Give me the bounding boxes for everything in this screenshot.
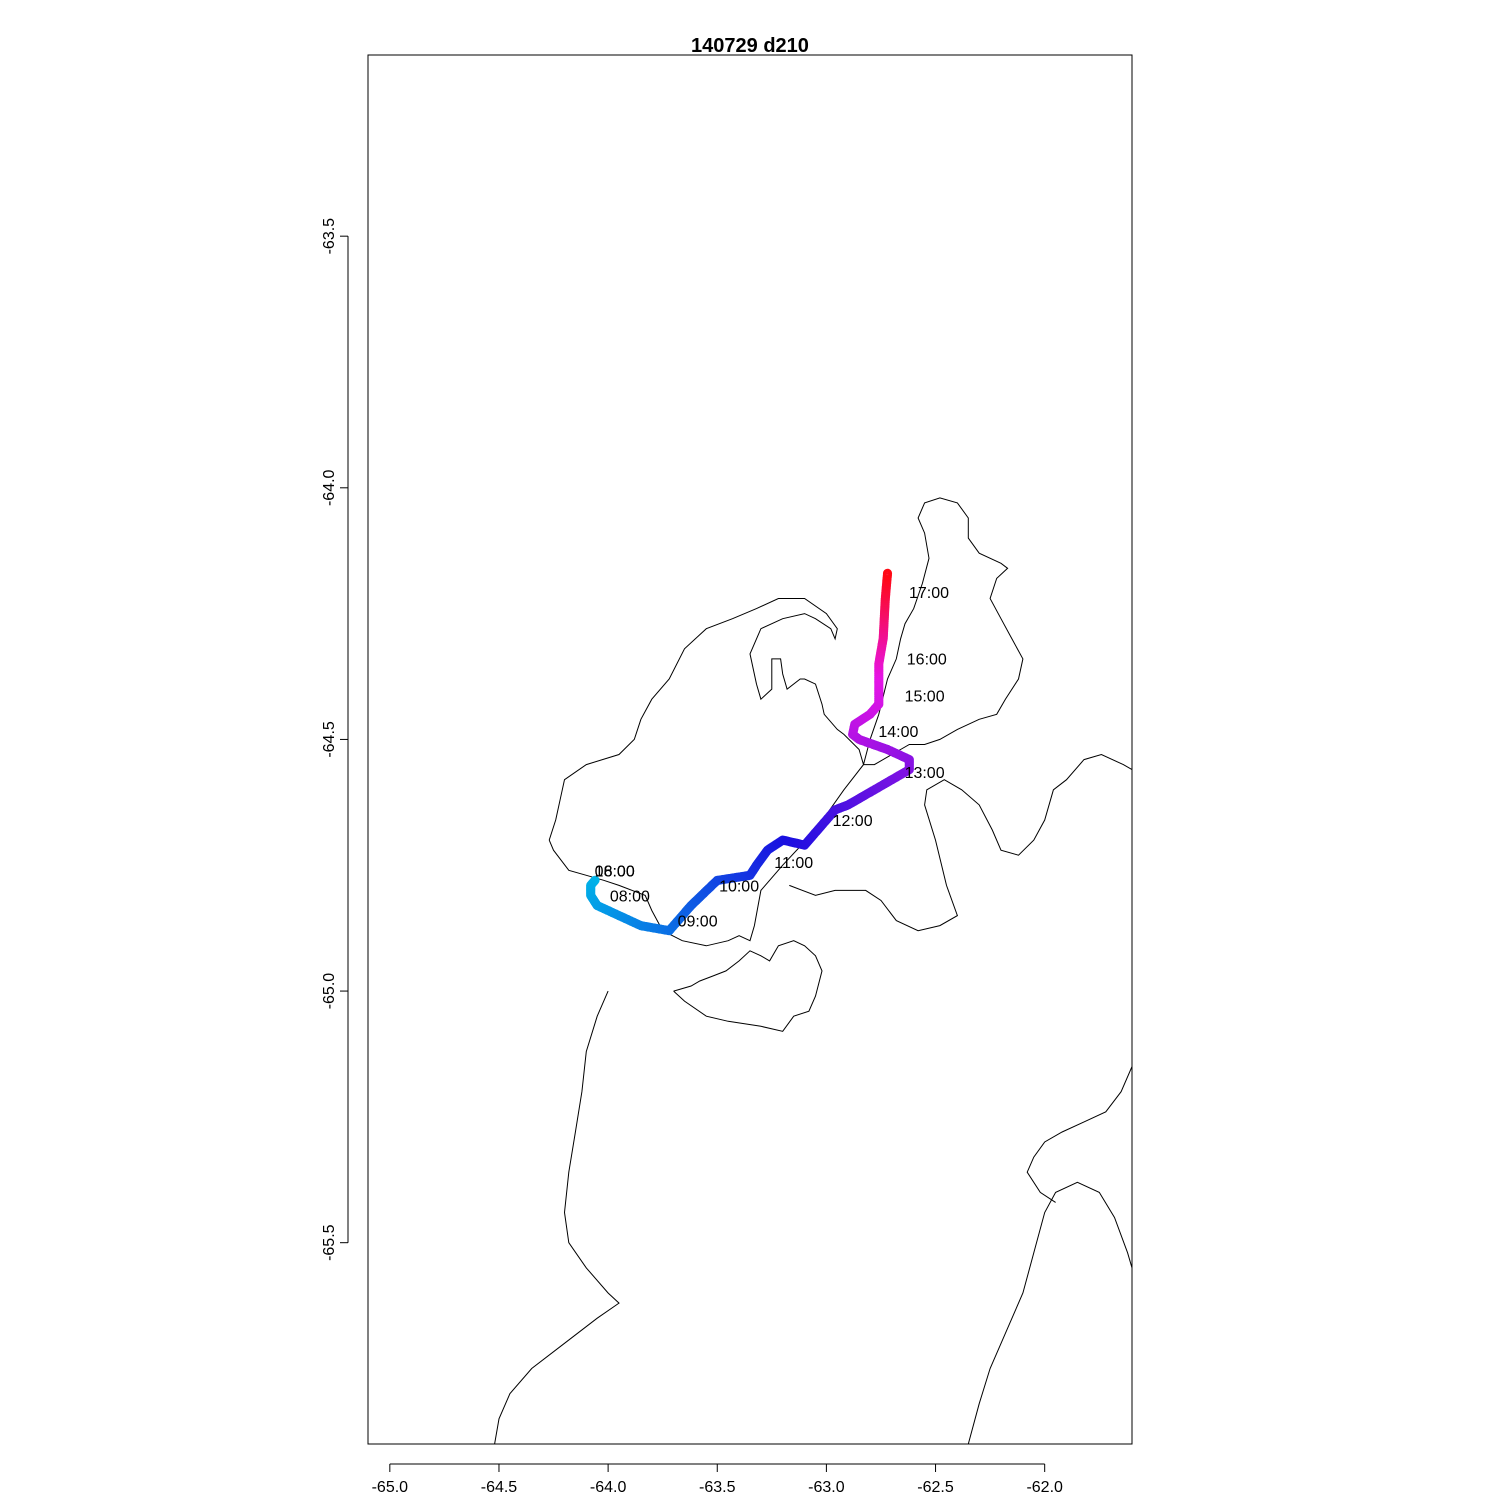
y-tick-label: -64.0: [321, 469, 338, 506]
coastline-5: [967, 1181, 1132, 1444]
coastline-0: [548, 598, 865, 947]
time-label: 16:00: [907, 651, 947, 668]
time-label: 17:00: [909, 585, 949, 602]
track-point: [882, 568, 893, 579]
coastline-4: [494, 990, 620, 1444]
time-label: 13:00: [905, 765, 945, 782]
x-tick-label: -65.0: [372, 1479, 409, 1496]
time-label: 12:00: [833, 813, 873, 830]
coastline-1: [863, 497, 1024, 766]
time-label: 06:00: [595, 863, 635, 880]
x-tick-label: -63.0: [808, 1479, 845, 1496]
y-tick-label: -64.5: [321, 721, 338, 758]
axes: -65.0 -64.5 -64.0 -63.5 -63.0 -62.5 -62.0 -63.5…: [321, 218, 1063, 1496]
x-tick-label: -63.5: [699, 1479, 736, 1496]
time-label: 10:00: [719, 878, 759, 895]
coastline-layer: [494, 497, 1132, 1444]
x-tick-label: -62.0: [1026, 1479, 1063, 1496]
x-tick-label: -62.5: [917, 1479, 954, 1496]
y-tick-label: -63.5: [321, 218, 338, 255]
time-label: 11:00: [774, 855, 813, 872]
y-tick-label: -65.0: [321, 973, 338, 1010]
time-label: 09:00: [678, 914, 718, 931]
coastline-3: [673, 940, 823, 1032]
time-labels: 08:00 09:00 10:00 11:00 12:00 13:00 14:00 15:00…: [595, 585, 949, 931]
time-label: 18:00: [595, 863, 635, 880]
y-tick-label: -65.5: [321, 1224, 338, 1261]
ship-track: [586, 568, 914, 936]
plot-frame: [367, 54, 1133, 1445]
time-label: 14:00: [878, 724, 918, 741]
x-tick-label: -64.0: [590, 1479, 627, 1496]
time-label: 08:00: [610, 889, 650, 906]
coastline-6: [1026, 1066, 1132, 1203]
time-label: 15:00: [905, 689, 945, 706]
x-tick-label: -64.5: [481, 1479, 518, 1496]
coastline-2: [789, 753, 1132, 932]
chart-title: 140729 d210: [691, 35, 809, 57]
